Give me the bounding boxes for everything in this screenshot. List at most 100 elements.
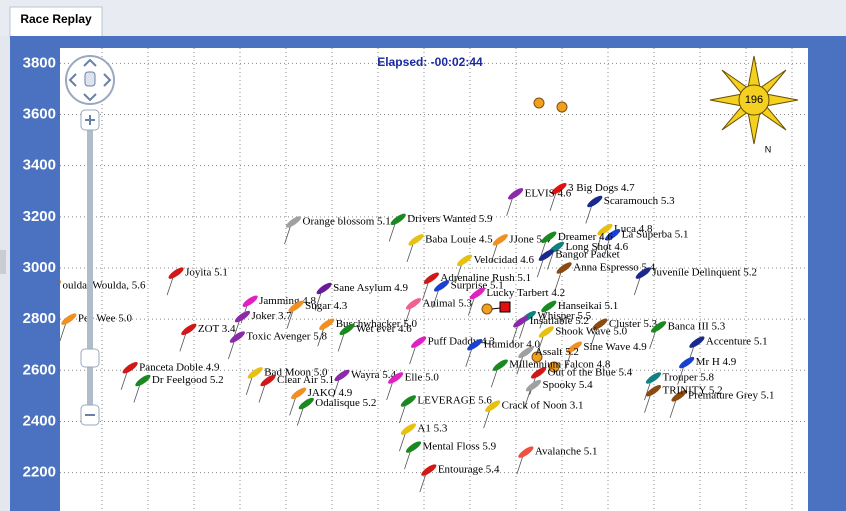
boat-label: Hanseikai 5.1 xyxy=(558,300,618,312)
boat-label: oulda, Woulda, 5.6 xyxy=(63,279,146,291)
wake xyxy=(516,456,524,475)
wake xyxy=(422,282,429,301)
side-handle[interactable] xyxy=(0,250,6,274)
y-tick-label: 2200 xyxy=(23,464,56,481)
boat-label: Wayra 5.4 xyxy=(351,369,396,381)
wake xyxy=(455,264,462,283)
wake xyxy=(677,366,685,385)
wake xyxy=(539,310,547,329)
boat xyxy=(538,249,554,261)
boat xyxy=(456,254,473,267)
wake xyxy=(399,433,406,452)
wake xyxy=(386,381,394,401)
boat-label: Spooky 5.4 xyxy=(542,379,593,391)
wake xyxy=(536,335,544,355)
buoy xyxy=(548,361,560,373)
boat-label: La Superba 5.1 xyxy=(622,228,689,240)
y-tick-label: 2800 xyxy=(23,310,56,327)
pan-hand[interactable] xyxy=(84,71,96,87)
boat xyxy=(234,310,251,323)
tab-label[interactable]: Race Replay xyxy=(20,12,92,26)
boat xyxy=(316,282,332,295)
boat xyxy=(247,367,263,379)
wake xyxy=(388,223,396,242)
boat-label: Scaramouch 5.3 xyxy=(604,195,675,207)
y-tick-label: 3600 xyxy=(23,105,56,122)
wake xyxy=(296,407,304,426)
boat-label: Mental Floss 5.9 xyxy=(423,441,497,453)
wake xyxy=(179,333,187,352)
wake xyxy=(633,276,641,296)
boat xyxy=(405,441,422,453)
boat xyxy=(556,262,572,274)
wake xyxy=(245,376,253,395)
boat xyxy=(513,315,529,328)
boat xyxy=(689,336,705,348)
tab[interactable] xyxy=(9,6,103,38)
wake xyxy=(432,289,439,309)
boat-label: Surprise 5.1 xyxy=(451,279,504,291)
boat-label: JJone 5.4 xyxy=(509,233,550,245)
wake xyxy=(554,271,562,291)
elapsed-time: Elapsed: -00:02:44 xyxy=(377,55,483,69)
boat-label: Premature Grey 5.1 xyxy=(688,389,774,401)
boat-label: Crack of Noon 3.1 xyxy=(502,400,584,412)
wake xyxy=(519,320,526,339)
boat-label: Joyita 5.1 xyxy=(185,267,228,279)
boat xyxy=(229,331,245,343)
wake xyxy=(516,356,524,375)
zoom-in-icon[interactable] xyxy=(85,115,95,125)
compass-heading: 196 xyxy=(745,94,763,106)
wake xyxy=(595,233,603,252)
wake xyxy=(317,328,325,347)
boat xyxy=(645,385,662,397)
boat-label: Sugar 4.3 xyxy=(305,300,348,312)
y-tick-label: 2400 xyxy=(23,412,56,429)
wake xyxy=(564,351,572,370)
wake xyxy=(603,238,611,257)
wake xyxy=(404,307,411,326)
boat xyxy=(319,318,335,330)
boat xyxy=(651,321,667,333)
boat-label: Shook Wave 5.0 xyxy=(555,325,627,337)
wake xyxy=(490,369,498,388)
boat-label: Pee Wee 5.0 xyxy=(78,313,133,325)
boat xyxy=(285,216,302,228)
boat xyxy=(566,341,582,354)
boat-label: Mr H 4.9 xyxy=(696,356,737,368)
boat-label: JAKO 4.9 xyxy=(308,387,353,399)
wake xyxy=(511,325,519,344)
wake xyxy=(120,371,128,390)
wake xyxy=(166,276,174,296)
pan-arrows[interactable] xyxy=(68,58,112,102)
boat xyxy=(242,295,258,307)
boat-label: Clear Air 5.1 xyxy=(277,374,334,386)
boat xyxy=(605,229,621,241)
boat xyxy=(408,234,424,246)
boat-label: 3 Big Dogs 4.7 xyxy=(568,182,635,194)
wake xyxy=(406,243,414,262)
boat xyxy=(298,397,314,410)
boat xyxy=(168,267,184,279)
boat xyxy=(541,300,557,313)
boat-label: LEVERAGE 5.6 xyxy=(417,395,492,407)
boat-label: Orange blossom 5.1 xyxy=(303,215,391,227)
wake xyxy=(483,409,491,429)
wake xyxy=(524,389,531,408)
boat-label: Lucky Tarbert 4.2 xyxy=(486,287,565,299)
zoom-handle[interactable] xyxy=(80,348,100,368)
boat xyxy=(518,446,534,458)
wake xyxy=(289,397,297,416)
boat-label: Millennium Falcon 4.8 xyxy=(509,359,611,371)
boat-label: Adrenaline Rush 5.1 xyxy=(440,272,531,284)
start-line xyxy=(491,307,501,310)
y-tick-label: 2600 xyxy=(23,361,56,378)
boat xyxy=(679,356,695,369)
boat xyxy=(421,464,437,476)
boat-label: Insatiable 5.2 xyxy=(530,315,589,327)
y-tick-label: 3800 xyxy=(23,54,56,71)
wake xyxy=(506,197,514,216)
